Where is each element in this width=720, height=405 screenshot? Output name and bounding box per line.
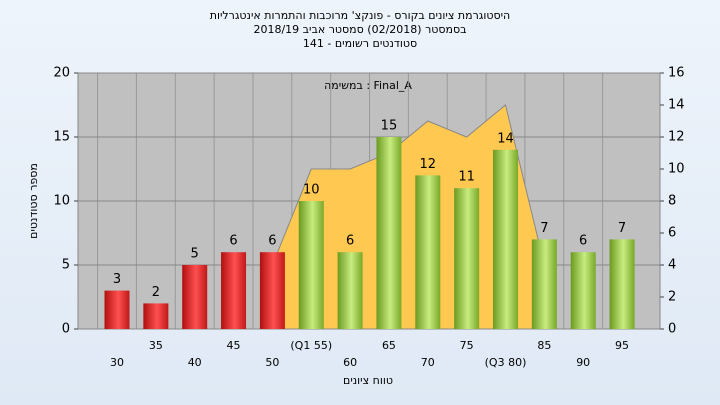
chart-subtitle: בסמסטר (02/2018) סמסטר אביב 2018/19: [253, 23, 466, 36]
data-label: 12: [420, 157, 437, 172]
chart-subtitle: סטודנטים רשומים - 141: [303, 37, 417, 50]
x-tick-label: (Q1 55): [290, 339, 332, 352]
data-label: 11: [458, 170, 475, 185]
x-tick-label: 60: [343, 356, 357, 369]
y2-tick-label: 14: [668, 98, 685, 113]
data-label: 3: [113, 272, 121, 287]
data-label: 14: [497, 131, 514, 146]
y-tick-label: 10: [53, 194, 70, 209]
bar: [259, 252, 285, 329]
bar: [493, 149, 518, 329]
data-label: 6: [229, 234, 237, 249]
x-tick-label: 95: [615, 339, 629, 352]
x-tick-label: 35: [149, 339, 163, 352]
data-label: 6: [268, 234, 276, 249]
bar: [337, 252, 363, 329]
y2-tick-label: 8: [668, 194, 676, 209]
x-tick-label: 45: [227, 339, 241, 352]
x-tick-label: 30: [110, 356, 124, 369]
annotation: במשימה : Final_A: [324, 79, 412, 92]
bar: [298, 201, 324, 329]
data-label: 10: [303, 183, 320, 198]
y2-tick-label: 4: [668, 258, 676, 273]
y-tick-label: 20: [53, 66, 70, 81]
data-label: 7: [618, 221, 626, 236]
data-label: 6: [346, 234, 354, 249]
bar: [221, 252, 247, 329]
bar: [570, 252, 596, 329]
chart-title: היסטוגרמת ציונים בקורס - פונקצ' מרוכבות …: [210, 9, 511, 22]
x-tick-label: 70: [421, 356, 435, 369]
x-tick-label: (Q3 80): [485, 356, 527, 369]
x-tick-label: 90: [576, 356, 590, 369]
bar: [454, 188, 480, 329]
y2-tick-label: 0: [668, 322, 676, 337]
bar: [104, 290, 130, 329]
data-label: 6: [579, 234, 587, 249]
y-tick-label: 5: [62, 258, 70, 273]
x-tick-label: 50: [265, 356, 279, 369]
bar: [182, 265, 208, 329]
x-tick-label: 75: [460, 339, 474, 352]
bar: [415, 175, 441, 329]
y2-tick-label: 6: [668, 226, 676, 241]
x-axis-label: טווח ציונים: [343, 374, 393, 387]
x-tick-label: 40: [188, 356, 202, 369]
y-tick-label: 0: [62, 322, 70, 337]
bar: [376, 137, 402, 329]
data-label: 2: [152, 285, 160, 300]
bar: [143, 303, 169, 329]
x-tick-label: 85: [537, 339, 551, 352]
data-label: 15: [381, 119, 398, 134]
y-axis-label: מספר סטודנטים: [27, 163, 40, 239]
x-tick-label: 65: [382, 339, 396, 352]
y2-tick-label: 12: [668, 130, 685, 145]
y2-tick-label: 2: [668, 290, 676, 305]
data-label: 5: [191, 247, 199, 262]
y-tick-label: 15: [53, 130, 70, 145]
data-label: 7: [540, 221, 548, 236]
y2-tick-label: 10: [668, 162, 685, 177]
bar: [531, 239, 557, 329]
bar: [609, 239, 635, 329]
y2-tick-label: 16: [668, 66, 685, 81]
